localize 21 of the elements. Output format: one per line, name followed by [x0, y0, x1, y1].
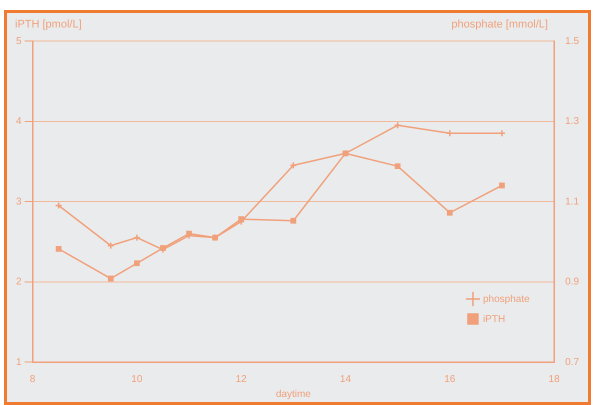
y2-tick-label: 0.7	[565, 356, 580, 368]
x-tick-label: 14	[340, 374, 352, 385]
y2-tick-label: 0.9	[565, 276, 580, 288]
x-axis-title: daytime	[276, 388, 312, 400]
x-tick-label: 8	[30, 374, 36, 385]
y-tick-label: 4	[16, 116, 22, 127]
y-axis-title: iPTH [pmol/L]	[15, 18, 82, 31]
legend-label: phosphate	[482, 294, 530, 305]
y2-tick-label: 1.5	[565, 36, 580, 47]
y-tick-label: 5	[16, 36, 22, 47]
legend-label: iPTH	[482, 314, 506, 325]
x-tick-label: 18	[548, 374, 560, 385]
x-tick-label: 12	[236, 374, 248, 385]
x-tick-label: 16	[444, 374, 456, 385]
x-tick-label: 10	[131, 374, 143, 385]
y-tick-label: 2	[16, 276, 22, 288]
y2-tick-label: 1.1	[565, 196, 580, 208]
y2-tick-label: 1.3	[565, 116, 580, 127]
y-tick-label: 3	[16, 196, 22, 208]
y-tick-label: 1	[16, 356, 22, 368]
y2-axis-title: phosphate [mmol/L]	[451, 18, 548, 31]
